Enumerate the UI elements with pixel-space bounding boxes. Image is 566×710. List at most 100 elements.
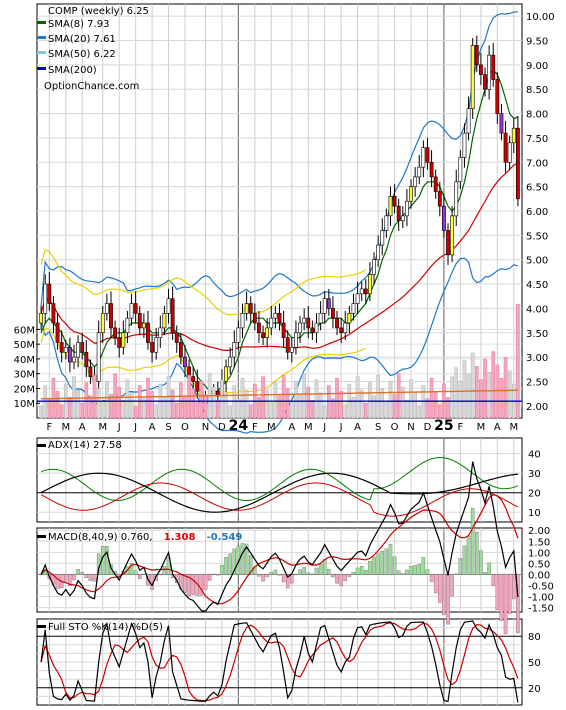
candle	[80, 342, 85, 353]
candle	[104, 303, 109, 314]
volume-bar	[84, 382, 89, 419]
candle	[59, 342, 64, 353]
volume-bar	[516, 304, 520, 419]
candle	[121, 332, 126, 348]
macd-histogram-bar	[80, 571, 84, 575]
macd-histogram-bar	[224, 557, 228, 575]
macd-histogram-bar	[166, 557, 171, 575]
volume-bar	[355, 376, 360, 419]
macd-histogram-bar	[421, 557, 426, 575]
price-tick-label: 3.50	[526, 329, 548, 340]
candle	[88, 366, 93, 377]
price-tick-label: 6.00	[526, 207, 548, 218]
adx-tick-label: 10	[528, 508, 541, 519]
adx-tick-label: 40	[528, 450, 541, 461]
macd-histogram-bar	[76, 569, 80, 575]
candle	[150, 342, 154, 353]
x-tick-label: M	[509, 422, 518, 433]
candle	[470, 45, 475, 110]
volume-tick-label: 60M	[14, 325, 35, 336]
volume-bar	[80, 403, 85, 419]
candle	[109, 303, 113, 329]
candle	[409, 186, 413, 202]
macd-histogram-bar	[516, 574, 520, 634]
candle	[277, 312, 282, 324]
plus-di-line	[40, 456, 519, 502]
volume-bar	[129, 392, 134, 419]
macd-histogram-bar	[417, 563, 421, 575]
volume-bar	[92, 374, 97, 419]
candle	[437, 191, 442, 207]
candle	[405, 200, 409, 217]
macd-histogram-bar	[442, 574, 446, 616]
adx-series	[40, 456, 519, 517]
candle	[396, 205, 401, 222]
candle	[72, 356, 76, 363]
volume-bar	[150, 391, 154, 419]
macd-histogram-bar	[454, 573, 458, 575]
price-tick-label: 5.50	[526, 231, 548, 242]
macd-histogram-bar	[294, 574, 298, 576]
x-tick-label: F	[457, 422, 463, 433]
macd-histogram-bar	[236, 545, 241, 575]
macd-histogram-bar	[285, 574, 290, 589]
macd-histogram-bar	[322, 559, 327, 575]
macd-histogram-bar	[306, 572, 311, 575]
volume-bar	[343, 404, 348, 419]
price-tick-label: 6.50	[526, 183, 548, 194]
candle	[462, 132, 467, 158]
adx-line	[40, 472, 518, 513]
signal-value: -0.549	[207, 532, 243, 543]
volume-bar	[372, 395, 376, 419]
volume-bar	[236, 398, 241, 419]
macd-histogram-bar	[138, 574, 142, 579]
volume-bar	[359, 389, 364, 419]
x-tick-label: M	[98, 422, 107, 433]
volume-bar	[310, 400, 315, 419]
candle	[310, 327, 315, 334]
macd-histogram-bar	[55, 574, 60, 589]
macd-tick-label: 0.00	[528, 570, 550, 581]
macd-histogram-bar	[491, 574, 495, 586]
candle	[289, 347, 294, 353]
candle	[133, 303, 138, 314]
adx-tick-label: 30	[528, 469, 541, 480]
candle	[429, 161, 434, 178]
macd-histogram-bar	[39, 574, 43, 576]
x-tick-label: A	[494, 422, 501, 433]
candle	[487, 54, 492, 90]
price-tick-label: 8.50	[526, 85, 548, 96]
volume-bar	[100, 401, 105, 419]
macd-histogram-bar	[495, 574, 500, 610]
candle	[141, 322, 146, 329]
x-tick-label: M	[477, 422, 486, 433]
volume-bar	[495, 364, 500, 419]
volume-bar	[170, 389, 175, 419]
volume-bar	[314, 379, 319, 419]
candle	[47, 283, 52, 304]
macd-histogram-bar	[438, 574, 442, 603]
candle	[281, 322, 286, 338]
grid-lines	[36, 4, 522, 705]
macd-histogram-bar	[133, 570, 138, 575]
volume-bar	[113, 373, 117, 419]
candle	[76, 342, 81, 358]
macd-histogram-bar	[257, 574, 261, 577]
candle	[273, 312, 278, 319]
legend-sma50: SMA(50) 6.22	[48, 49, 116, 60]
candle	[351, 303, 356, 314]
macd-histogram-bar	[503, 574, 508, 635]
volume-bar	[154, 404, 158, 419]
macd-histogram-bar	[302, 567, 306, 575]
x-tick-label: N	[202, 422, 209, 433]
macd-histogram-bar	[269, 572, 274, 575]
volume-bar	[248, 404, 253, 419]
volume-bar	[220, 379, 224, 419]
macd-histogram-bar	[265, 574, 269, 578]
upper-band-line	[40, 11, 518, 307]
candle	[298, 322, 302, 334]
macd-histogram-bar	[380, 551, 385, 575]
volume-bar	[306, 386, 311, 419]
volume-bar	[322, 405, 327, 419]
candle	[384, 215, 389, 231]
